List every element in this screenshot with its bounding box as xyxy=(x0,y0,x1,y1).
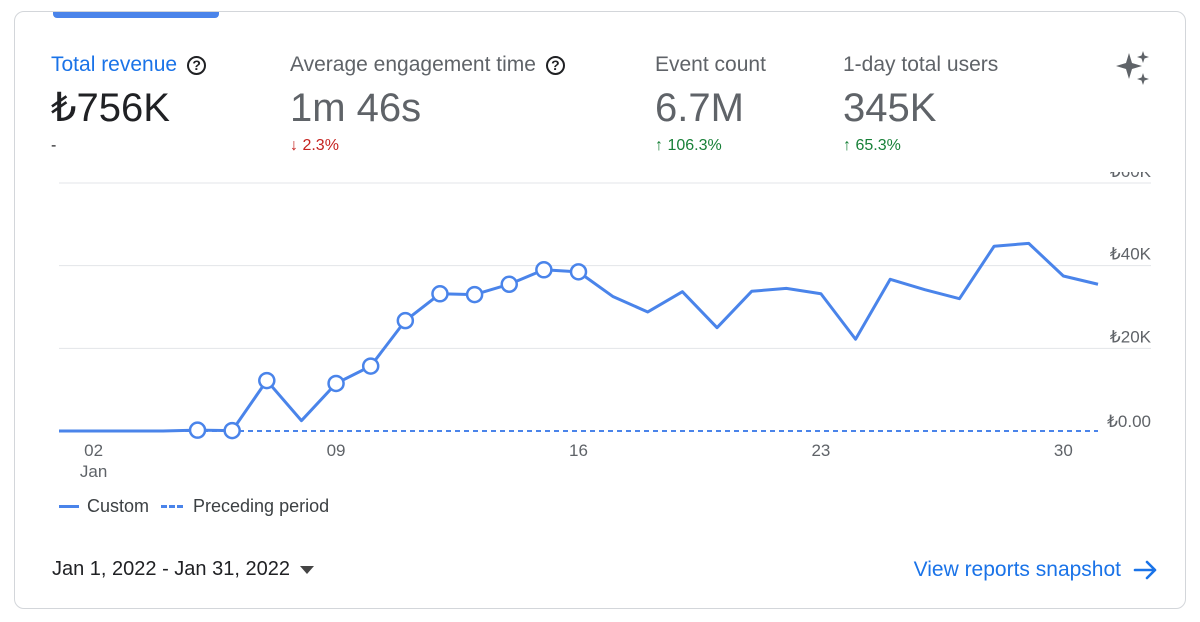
metric-label: 1-day total users xyxy=(843,53,999,76)
metric-value: 345K xyxy=(843,86,937,130)
overview-card: Total revenue ? ₺756K - Average engageme… xyxy=(14,11,1186,609)
metric-value: 1m 46s xyxy=(290,86,422,130)
legend-item-custom[interactable]: Custom xyxy=(59,496,149,517)
metric-change: - xyxy=(51,137,57,154)
metric-average-engagement-time[interactable]: Average engagement time ? 1m 46s ↓ 2.3% xyxy=(290,52,565,157)
x-tick-sublabel: Jan xyxy=(80,462,107,481)
y-tick-label: ₺40K xyxy=(1110,245,1152,264)
data-point-marker xyxy=(535,261,553,279)
date-range-selector[interactable]: Jan 1, 2022 - Jan 31, 2022 xyxy=(52,558,314,581)
metric-label: Event count xyxy=(655,53,766,76)
arrow-down-icon: ↓ xyxy=(290,137,298,154)
help-circle-icon[interactable]: ? xyxy=(187,55,207,75)
metric-event-count[interactable]: Event count 6.7M ↑ 106.3% xyxy=(655,52,766,157)
selected-metric-indicator xyxy=(53,12,219,18)
y-tick-label: ₺0.00 xyxy=(1107,412,1151,431)
legend-item-preceding-period[interactable]: Preceding period xyxy=(161,496,329,517)
data-point-marker xyxy=(500,275,518,294)
view-reports-snapshot-label: View reports snapshot xyxy=(913,558,1121,581)
metric-value: ₺756K xyxy=(51,86,170,130)
legend-solid-line xyxy=(59,505,79,508)
data-point-marker xyxy=(431,285,449,303)
x-tick-label: 30 xyxy=(1054,441,1073,460)
x-tick-label: 02 xyxy=(84,441,103,460)
data-point-marker xyxy=(361,357,380,375)
data-point-marker xyxy=(396,311,415,330)
caret-down-icon xyxy=(299,565,314,574)
arrow-up-icon: ↑ xyxy=(655,137,663,154)
arrow-up-icon: ↑ xyxy=(843,137,851,154)
metric-change: ↑ 65.3% xyxy=(843,137,901,154)
x-tick-label: 16 xyxy=(569,441,588,460)
metric-1-day-total-users[interactable]: 1-day total users 345K ↑ 65.3% xyxy=(843,52,998,157)
data-point-marker xyxy=(569,263,588,281)
metric-label: Average engagement time xyxy=(290,53,536,76)
y-tick-label: ₺60K xyxy=(1110,172,1152,181)
view-reports-snapshot-link[interactable]: View reports snapshot xyxy=(914,558,1159,582)
revenue-line-chart: ₺0.00 ₺20K ₺40K ₺60K 02 09 16 23 30 Jan xyxy=(59,172,1152,481)
x-tick-label: 09 xyxy=(327,441,346,460)
y-tick-label: ₺20K xyxy=(1110,327,1152,346)
data-point-marker xyxy=(258,371,276,390)
chart-legend: Custom Preceding period xyxy=(59,496,341,517)
x-tick-label: 23 xyxy=(811,441,830,460)
data-point-marker xyxy=(327,374,345,393)
metric-total-revenue[interactable]: Total revenue ? ₺756K - xyxy=(51,52,207,157)
metric-label: Total revenue xyxy=(51,53,178,76)
sparkle-icon[interactable] xyxy=(1115,50,1151,86)
metric-change: ↓ 2.3% xyxy=(290,137,339,154)
legend-dashed-line xyxy=(161,505,184,508)
help-circle-icon[interactable]: ? xyxy=(545,55,565,75)
date-range-label: Jan 1, 2022 - Jan 31, 2022 xyxy=(52,558,290,580)
data-point-marker xyxy=(465,285,484,304)
data-point-marker xyxy=(188,421,207,439)
data-point-marker xyxy=(223,421,241,440)
metric-value: 6.7M xyxy=(655,86,744,130)
metric-change: ↑ 106.3% xyxy=(655,137,722,154)
arrow-right-icon xyxy=(1133,560,1157,580)
